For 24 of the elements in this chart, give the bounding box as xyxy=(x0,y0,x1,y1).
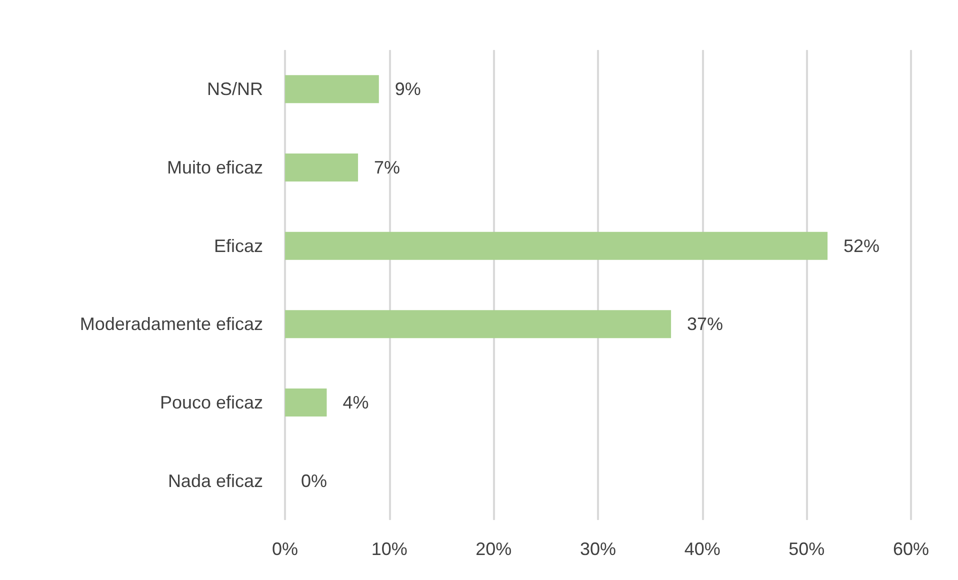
x-tick-label: 30% xyxy=(580,539,616,559)
x-tick-label: 40% xyxy=(684,539,720,559)
x-tick-label: 20% xyxy=(476,539,512,559)
y-tick-label: Nada eficaz xyxy=(168,470,263,491)
x-tick-label: 60% xyxy=(892,539,930,559)
data-label: 7% xyxy=(374,158,400,178)
y-tick-label: Eficaz xyxy=(214,236,263,256)
bar xyxy=(285,310,672,338)
bar xyxy=(285,388,327,416)
x-tick-label: 0% xyxy=(272,539,298,559)
y-tick-label: Moderadamente eficaz xyxy=(80,314,263,334)
bar xyxy=(285,154,358,182)
data-label: 9% xyxy=(394,79,421,100)
data-label: 37% xyxy=(687,314,724,334)
data-label: 0% xyxy=(301,470,328,491)
bar xyxy=(285,75,379,104)
data-label: 52% xyxy=(844,236,880,256)
data-label: 4% xyxy=(342,392,369,412)
y-tick-label: Pouco eficaz xyxy=(160,392,263,412)
y-tick-label: NS/NR xyxy=(206,79,263,100)
y-tick-label: Muito eficaz xyxy=(166,158,263,178)
bar xyxy=(285,232,828,260)
x-tick-label: 50% xyxy=(788,539,825,559)
x-tick-label: 10% xyxy=(371,539,408,559)
